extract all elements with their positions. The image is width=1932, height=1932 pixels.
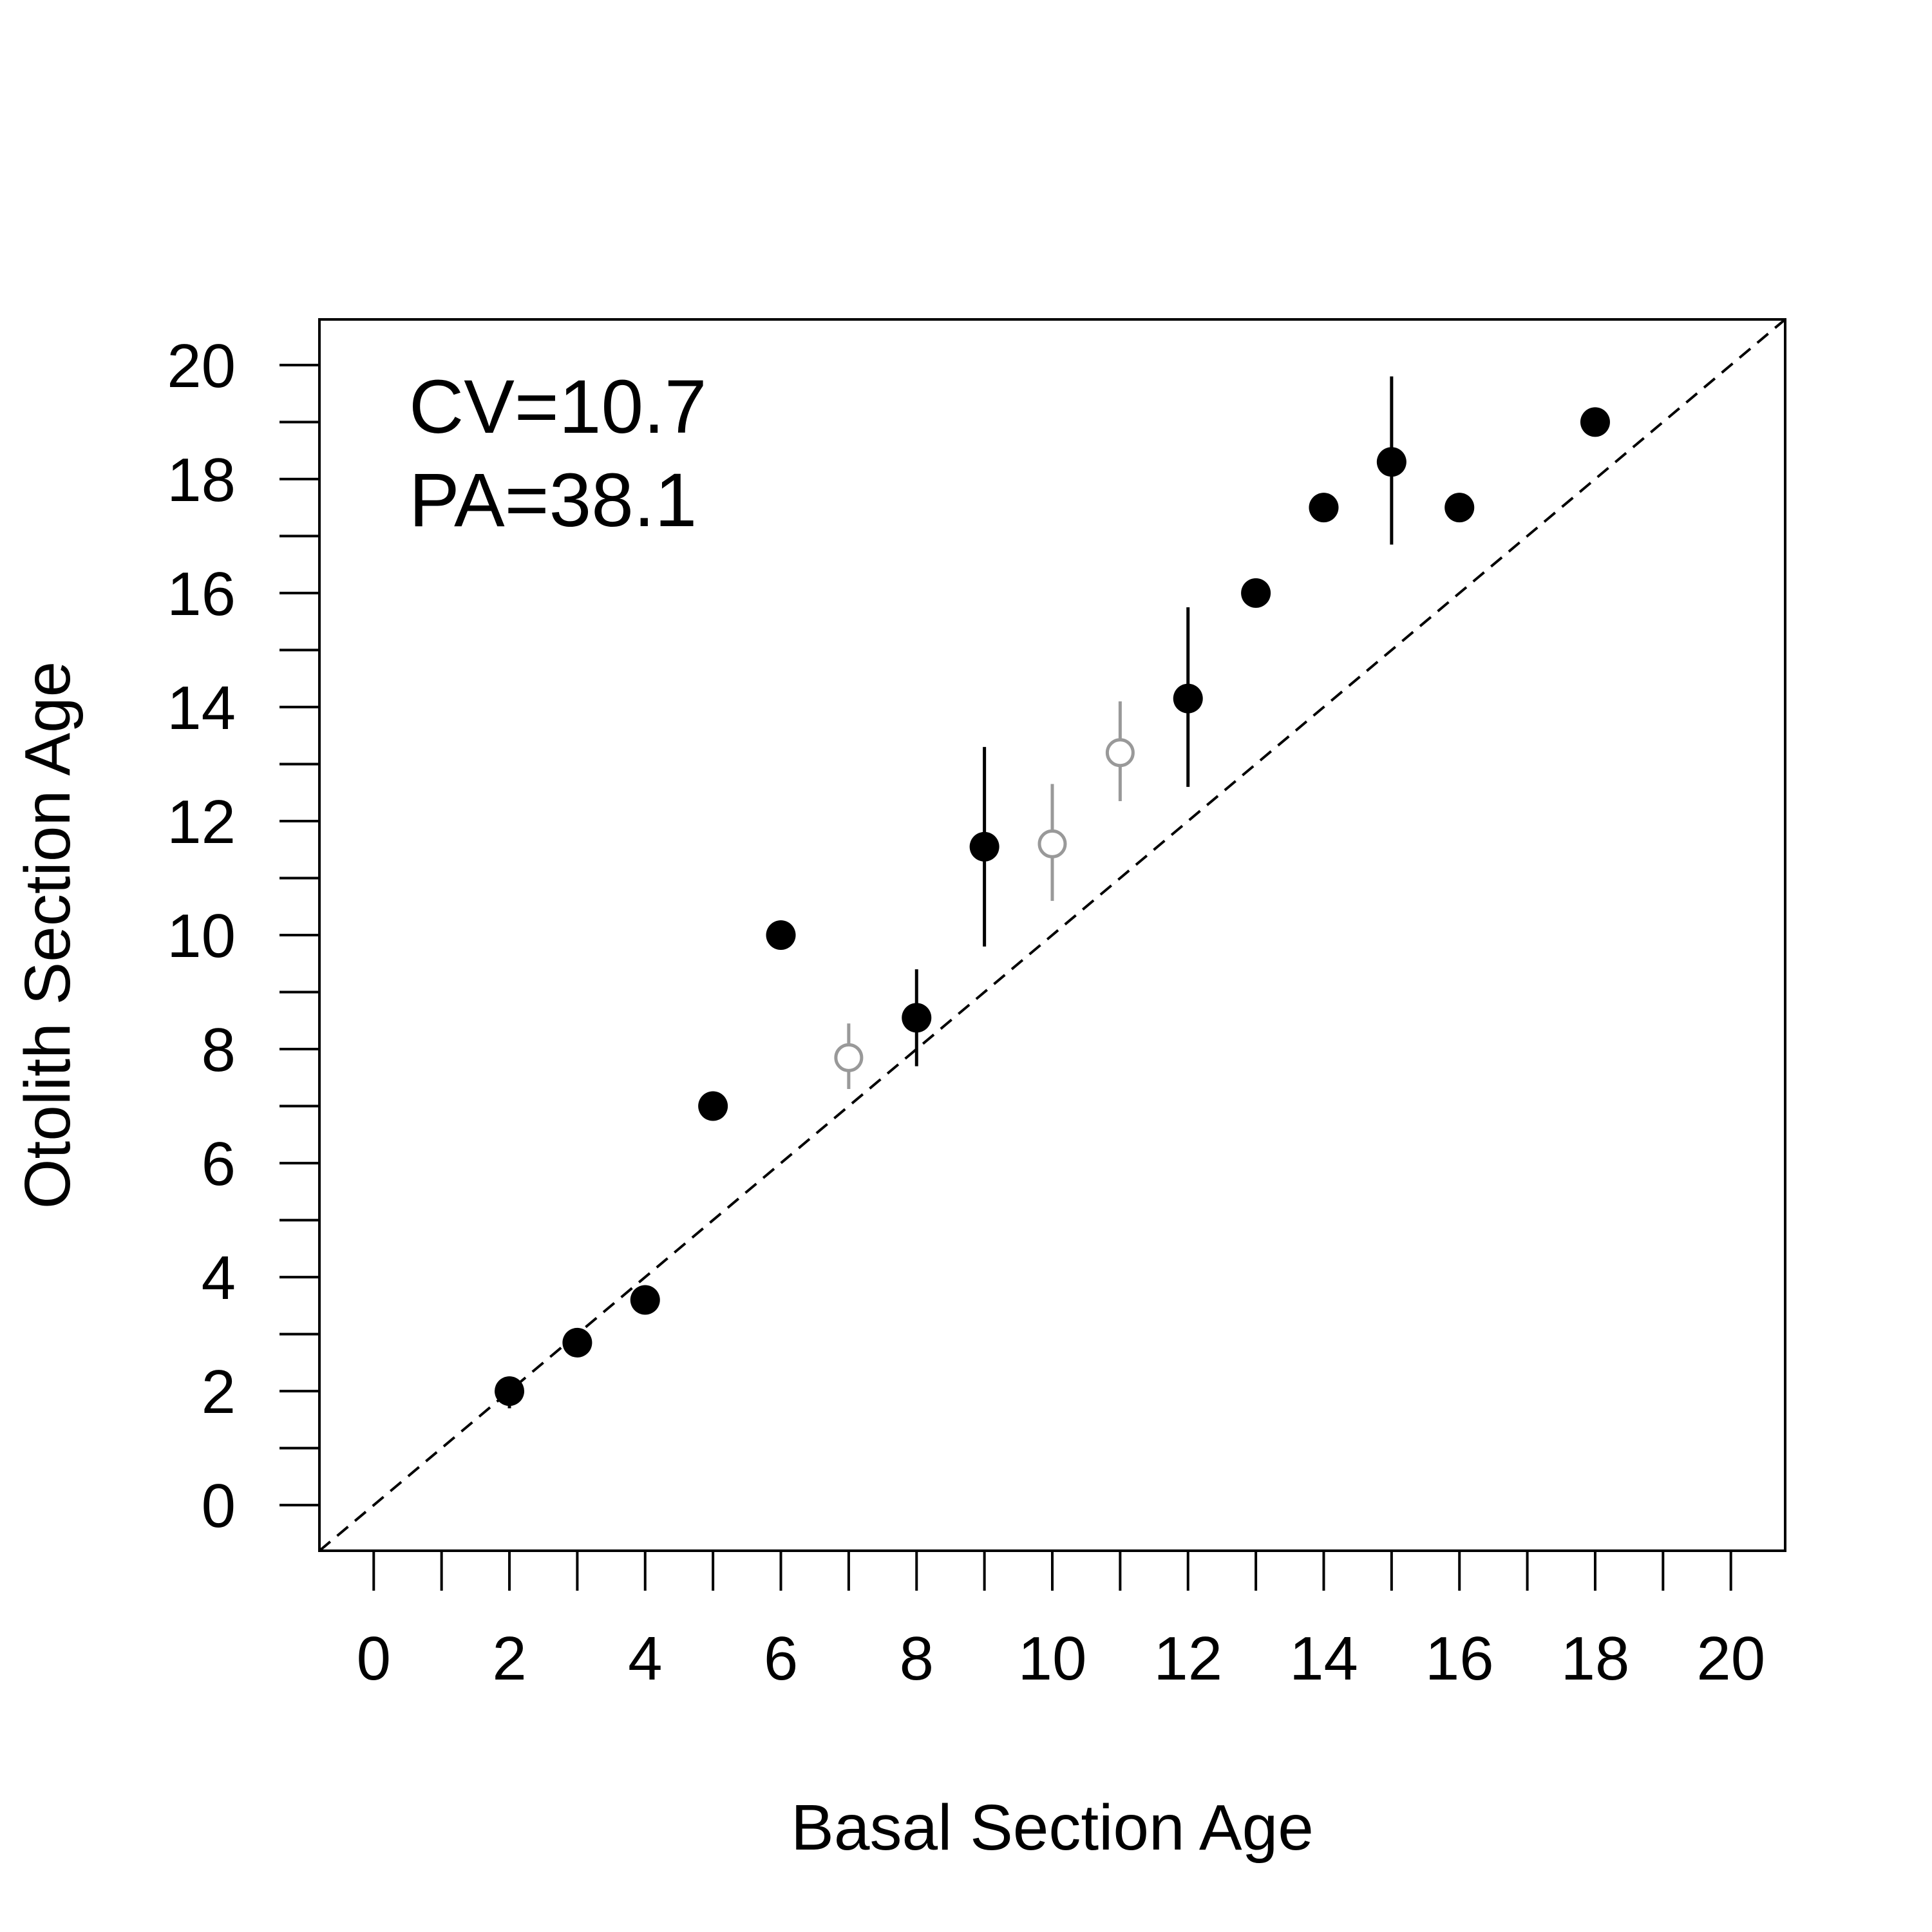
data-point [1173, 683, 1203, 714]
data-point [1241, 578, 1271, 608]
x-tick-label: 6 [764, 1624, 798, 1693]
data-point [495, 1376, 525, 1406]
data-point [1309, 493, 1339, 523]
x-axis-title: Basal Section Age [791, 1792, 1314, 1864]
data-point-open [1105, 738, 1135, 768]
x-tick-label: 10 [1018, 1624, 1087, 1693]
x-tick-label: 12 [1153, 1624, 1222, 1693]
x-tick-label: 4 [628, 1624, 662, 1693]
data-point [562, 1327, 592, 1358]
x-tick-label: 8 [900, 1624, 934, 1693]
reference-line [318, 318, 1786, 1552]
y-tick-label: 8 [202, 1016, 236, 1084]
data-point [1580, 407, 1610, 437]
cv-annotation: CV=10.7 [409, 365, 707, 450]
x-tick-label: 14 [1289, 1624, 1358, 1693]
x-tick-label: 2 [492, 1624, 526, 1693]
pa-annotation: PA=38.1 [409, 458, 697, 543]
y-tick-label: 6 [202, 1130, 236, 1198]
x-tick-label: 18 [1561, 1624, 1630, 1693]
y-tick-label: 0 [202, 1472, 236, 1540]
y-tick-label: 20 [167, 332, 236, 401]
data-point [969, 831, 999, 862]
data-point [698, 1091, 728, 1121]
data-point-open [834, 1043, 864, 1072]
y-tick-label: 10 [167, 902, 236, 971]
data-point [766, 920, 796, 950]
y-tick-label: 16 [167, 560, 236, 629]
x-tick-label: 16 [1425, 1624, 1494, 1693]
data-point [1376, 447, 1406, 477]
y-tick-label: 18 [167, 446, 236, 515]
x-tick-label: 20 [1696, 1624, 1765, 1693]
y-tick-label: 14 [167, 674, 236, 743]
point-layer [495, 407, 1610, 1406]
y-axis: 0 2 4 6 8 10 12 14 16 18 20 [167, 332, 319, 1540]
y-tick-label: 12 [167, 788, 236, 857]
data-point [902, 1003, 932, 1033]
y-tick-label: 2 [202, 1358, 236, 1426]
data-point-open [1037, 829, 1067, 858]
x-tick-label: 0 [357, 1624, 391, 1693]
data-point [630, 1285, 660, 1315]
reference-line-layer [318, 318, 1786, 1552]
y-tick-label: 4 [202, 1244, 236, 1312]
y-axis-title: Otolith Section Age [12, 661, 84, 1209]
data-point [1444, 493, 1475, 523]
x-axis: 0 2 4 6 8 10 12 14 16 18 20 [357, 1549, 1765, 1693]
